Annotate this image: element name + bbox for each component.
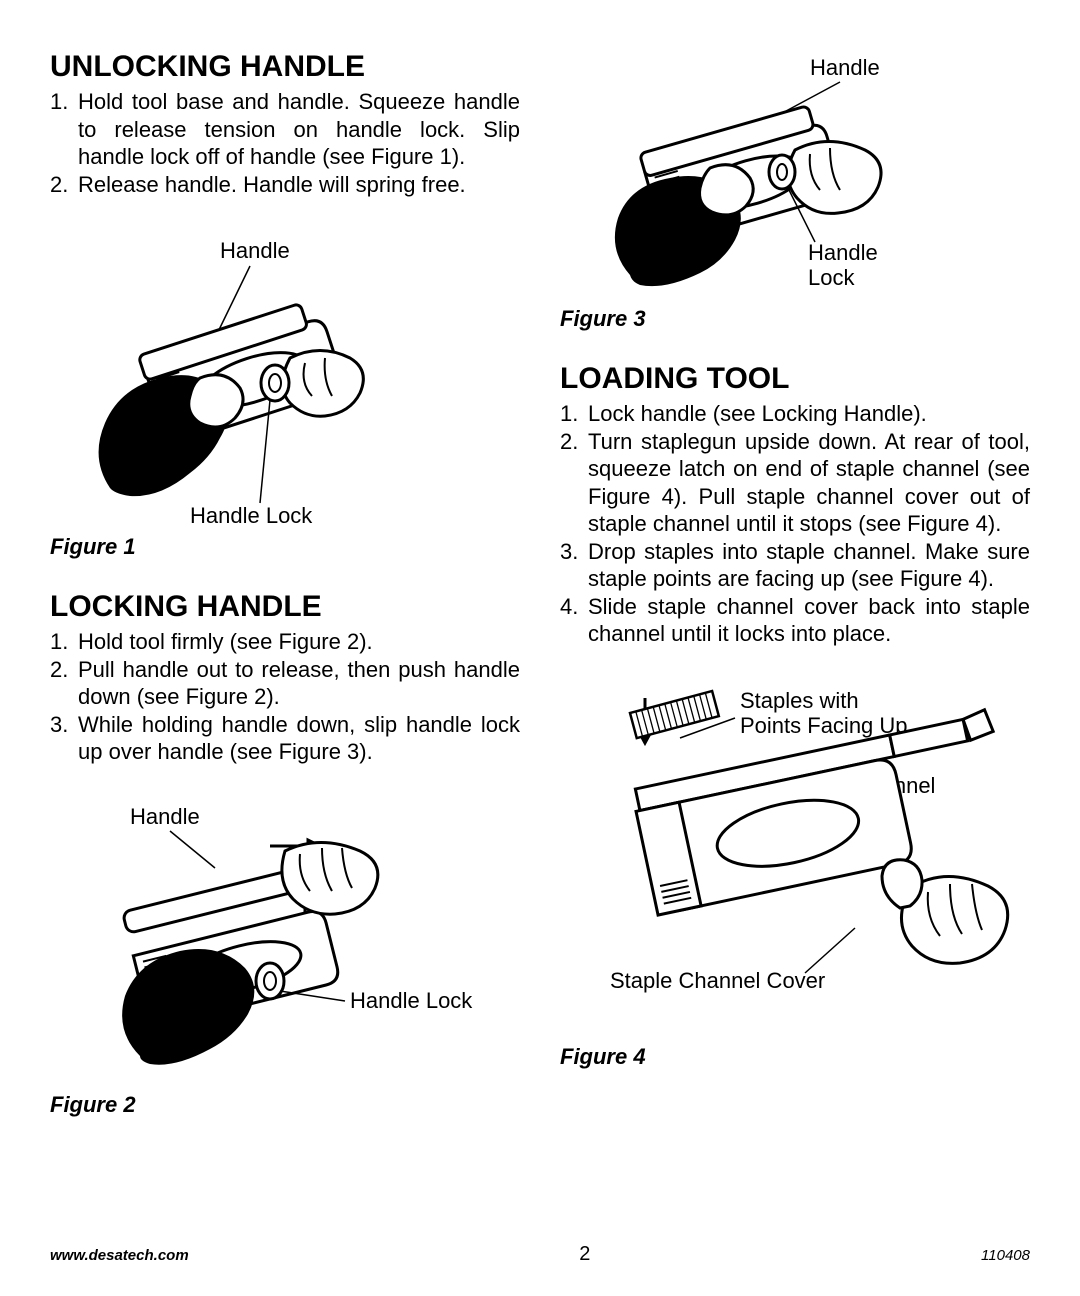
figure-4-caption: Figure 4 bbox=[560, 1044, 1030, 1070]
figure-3-lock-label-l2: Lock bbox=[808, 265, 855, 290]
list-item: Hold tool firmly (see Figure 2). bbox=[50, 628, 520, 656]
figure-1-handle-label: Handle bbox=[220, 238, 290, 263]
list-item: Lock handle (see Locking Handle). bbox=[560, 400, 1030, 428]
footer-url: www.desatech.com bbox=[50, 1247, 189, 1264]
figure-3-diagram-icon: Handle bbox=[560, 50, 990, 300]
loading-steps: Lock handle (see Locking Handle). Turn s… bbox=[560, 400, 1030, 648]
figure-4-staples-label-l2: Points Facing Up bbox=[740, 713, 908, 738]
list-item: While holding handle down, slip handle l… bbox=[50, 711, 520, 766]
figure-3-handle-label: Handle bbox=[810, 55, 880, 80]
figure-4-staples-label-l1: Staples with bbox=[740, 688, 859, 713]
page-footer: www.desatech.com 2 110408 bbox=[50, 1243, 1030, 1266]
list-item: Pull handle out to release, then push ha… bbox=[50, 656, 520, 711]
figure-1-caption: Figure 1 bbox=[50, 534, 520, 560]
figure-4: Staples with Points Facing Up Staple Cha… bbox=[560, 678, 1030, 1070]
footer-doc-number: 110408 bbox=[981, 1247, 1030, 1264]
figure-2-lock-label: Handle Lock bbox=[350, 988, 473, 1013]
right-column: Handle bbox=[560, 50, 1030, 1210]
list-item: Slide staple channel cover back into sta… bbox=[560, 593, 1030, 648]
figure-1-lock-label: Handle Lock bbox=[190, 503, 313, 528]
figure-2-diagram-icon: Handle bbox=[50, 796, 480, 1086]
figure-3-lock-label-l1: Handle bbox=[808, 240, 878, 265]
list-item: Drop staples into staple channel. Make s… bbox=[560, 538, 1030, 593]
figure-2-caption: Figure 2 bbox=[50, 1092, 520, 1118]
figure-1-diagram-icon: Handle bbox=[50, 228, 420, 528]
figure-4-cover-label: Staple Channel Cover bbox=[610, 968, 825, 993]
unlocking-heading: UNLOCKING HANDLE bbox=[50, 50, 520, 84]
figure-3-caption: Figure 3 bbox=[560, 306, 1030, 332]
list-item: Turn staplegun upside down. At rear of t… bbox=[560, 428, 1030, 538]
figure-1: Handle bbox=[50, 228, 520, 560]
loading-heading: LOADING TOOL bbox=[560, 362, 1030, 396]
figure-2-handle-label: Handle bbox=[130, 804, 200, 829]
left-column: UNLOCKING HANDLE Hold tool base and hand… bbox=[50, 50, 520, 1210]
list-item: Hold tool base and handle. Squeeze handl… bbox=[50, 88, 520, 171]
page-content: UNLOCKING HANDLE Hold tool base and hand… bbox=[50, 50, 1030, 1210]
figure-3: Handle bbox=[560, 50, 1030, 332]
list-item: Release handle. Handle will spring free. bbox=[50, 171, 520, 199]
unlocking-steps: Hold tool base and handle. Squeeze handl… bbox=[50, 88, 520, 198]
footer-page-number: 2 bbox=[579, 1243, 590, 1266]
locking-heading: LOCKING HANDLE bbox=[50, 590, 520, 624]
figure-2: Handle bbox=[50, 796, 520, 1118]
locking-steps: Hold tool firmly (see Figure 2). Pull ha… bbox=[50, 628, 520, 766]
figure-4-diagram-icon: Staples with Points Facing Up Staple Cha… bbox=[560, 678, 1030, 1038]
